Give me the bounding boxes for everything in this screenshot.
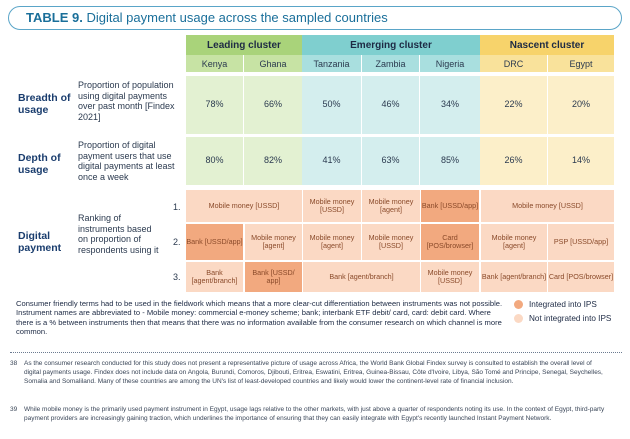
depth-ghana: 82% <box>244 137 302 185</box>
rank1-drc-egypt: Mobile money [USSD] <box>481 190 614 222</box>
row-desc-digital: Ranking of instruments based on proporti… <box>78 213 159 255</box>
country-drc: DRC <box>480 55 548 72</box>
table-number: TABLE 9. <box>26 10 83 25</box>
depth-nigeria: 85% <box>420 137 480 185</box>
legend-integrated-swatch <box>514 300 523 309</box>
depth-drc: 26% <box>480 137 548 185</box>
breadth-nigeria: 34% <box>420 76 480 134</box>
rank2-zambia: Mobile money [USSD] <box>362 224 420 260</box>
rank3-drc: Bank [agent/branch] <box>481 262 547 292</box>
rank-2: 2. <box>173 237 181 247</box>
cluster-header-leading: Leading cluster <box>186 35 302 55</box>
depth-kenya: 80% <box>186 137 244 185</box>
table-note: Consumer friendly terms had to be used i… <box>16 299 503 336</box>
row-desc-depth: Proportion of digital payment users that… <box>78 140 175 182</box>
footnote-divider <box>10 352 622 353</box>
breadth-kenya: 78% <box>186 76 244 134</box>
legend-integrated-label: Integrated into IPS <box>529 300 597 309</box>
rank2-kenya: Bank [USSD/app] <box>186 224 243 260</box>
country-tanzania: Tanzania <box>302 55 362 72</box>
country-nigeria: Nigeria <box>420 55 480 72</box>
rank1-tanzania: Mobile money [USSD] <box>303 190 361 222</box>
rank3-kenya: Bank [agent/branch] <box>186 262 243 292</box>
rank1-zambia: Mobile money [agent] <box>362 190 420 222</box>
breadth-drc: 22% <box>480 76 548 134</box>
footnote-38: 38 As the consumer research conducted fo… <box>10 359 610 405</box>
depth-tanzania: 41% <box>302 137 362 185</box>
footnote-39-text: While mobile money is the primarily used… <box>24 406 605 423</box>
row-desc-breadth: Proportion of population using digital p… <box>78 80 175 122</box>
rank3-ghana: Bank [USSD/ app] <box>245 262 302 292</box>
rank-3: 3. <box>173 272 181 282</box>
rank3-egypt: Card [POS/browser] <box>548 262 614 292</box>
country-ghana: Ghana <box>244 55 302 72</box>
rank2-nigeria: Card [POS/browser] <box>421 224 479 260</box>
rank1-kenya-ghana: Mobile money [USSD] <box>186 190 302 222</box>
rank2-tanzania: Mobile money [agent] <box>303 224 361 260</box>
legend-not-integrated-label: Not integrated into IPS <box>529 314 612 323</box>
rank3-nigeria: Mobile money [USSD] <box>421 262 479 292</box>
legend-not-integrated-swatch <box>514 314 523 323</box>
breadth-zambia: 46% <box>362 76 420 134</box>
breadth-ghana: 66% <box>244 76 302 134</box>
depth-zambia: 63% <box>362 137 420 185</box>
footnote-38-text: As the consumer research conducted for t… <box>24 360 603 386</box>
breadth-tanzania: 50% <box>302 76 362 134</box>
rank1-nigeria: Bank [USSD/app] <box>421 190 479 222</box>
legend-integrated: Integrated into IPS <box>514 300 597 309</box>
table-title: TABLE 9. Digital payment usage across th… <box>26 10 388 25</box>
title-frame <box>8 6 622 30</box>
cluster-header-emerging: Emerging cluster <box>302 35 480 55</box>
country-zambia: Zambia <box>362 55 420 72</box>
footnote-38-number: 38 <box>10 360 18 367</box>
breadth-egypt: 20% <box>548 76 614 134</box>
cluster-header-nascent: Nascent cluster <box>480 35 614 55</box>
row-head-breadth: Breadth of usage <box>18 92 71 117</box>
rank2-egypt: PSP [USSD/app] <box>548 224 614 260</box>
rank2-drc: Mobile money [agent] <box>481 224 547 260</box>
footnote-39-number: 39 <box>10 406 18 413</box>
depth-egypt: 14% <box>548 137 614 185</box>
row-head-digital: Digital payment <box>18 230 62 255</box>
rank-1: 1. <box>173 202 181 212</box>
country-kenya: Kenya <box>186 55 244 72</box>
table-title-text: Digital payment usage across the sampled… <box>82 10 388 25</box>
footnote-39: 39 While mobile money is the primarily u… <box>10 405 610 435</box>
rank2-ghana: Mobile money [agent] <box>245 224 302 260</box>
country-egypt: Egypt <box>548 55 614 72</box>
rank3-tanzania-zambia: Bank [agent/branch] <box>303 262 420 292</box>
legend-not-integrated: Not integrated into IPS <box>514 314 611 323</box>
row-head-depth: Depth of usage <box>18 152 61 177</box>
